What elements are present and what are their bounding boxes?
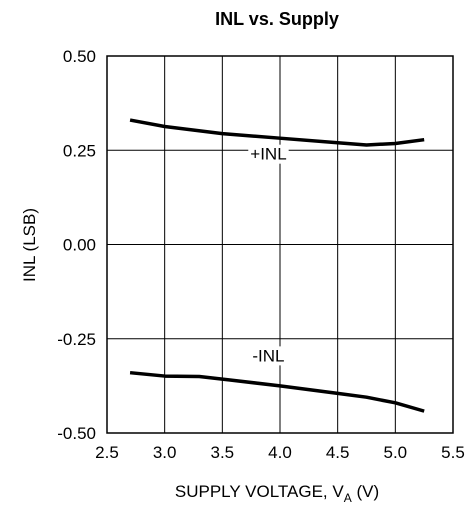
series-annotation-label: +INL <box>250 145 286 164</box>
series-annotation-label: -INL <box>252 346 284 365</box>
chart-title: INL vs. Supply <box>215 9 339 29</box>
y-tick-label: -0.25 <box>57 330 96 349</box>
x-tick-label: 4.0 <box>268 443 292 462</box>
x-tick-label: 3.0 <box>153 443 177 462</box>
annotation-background <box>248 144 289 164</box>
x-tick-label: 5.5 <box>441 443 465 462</box>
series-annotations: +INL -INL <box>248 144 289 366</box>
series-line-minus-inl <box>129 370 425 413</box>
y-tick-label: 0.50 <box>63 47 96 66</box>
x-tick-label: 2.5 <box>95 443 119 462</box>
x-tick-label: 4.5 <box>326 443 350 462</box>
y-tick-label: -0.50 <box>57 424 96 443</box>
series-line-plusminus-inl <box>129 118 425 147</box>
x-axis-label-subscript: A <box>344 491 352 505</box>
x-axis-label-main: SUPPLY VOLTAGE, V <box>175 482 344 501</box>
x-axis-label: SUPPLY VOLTAGE, VA (V) <box>175 482 379 505</box>
axis-tick-labels: 2.5 3.0 3.5 4.0 4.5 5.0 5.5 0.50 0.25 0.00 -0.25 -0… <box>57 47 465 462</box>
x-tick-label: 3.5 <box>211 443 235 462</box>
plot-frame <box>106 55 454 434</box>
x-tick-label: 5.0 <box>384 443 408 462</box>
data-series <box>129 118 425 413</box>
x-axis-label-unit: (V) <box>352 482 379 501</box>
y-axis-label: INL (LSB) <box>20 208 39 282</box>
annotation-background <box>250 346 287 366</box>
y-tick-label: 0.00 <box>63 236 96 255</box>
y-tick-label: 0.25 <box>63 141 96 160</box>
